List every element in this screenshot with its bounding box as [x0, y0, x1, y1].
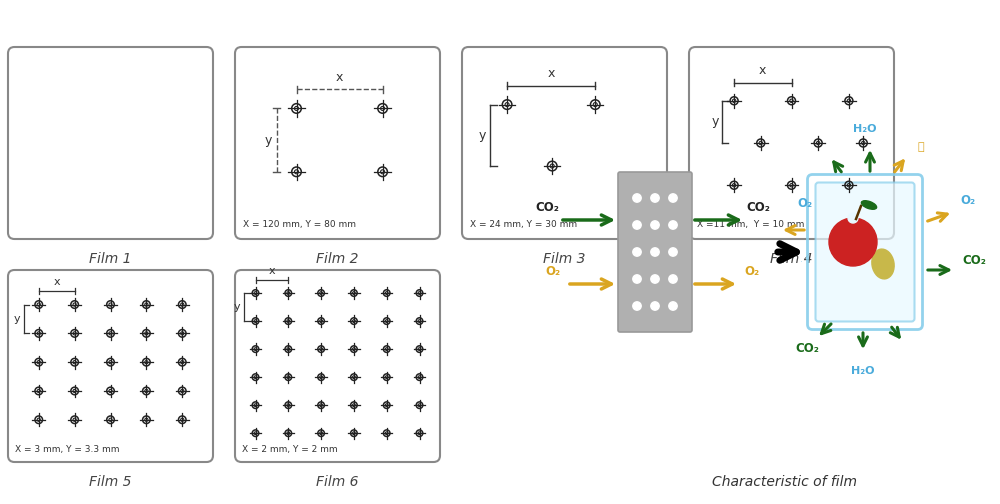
Text: CO₂: CO₂: [746, 201, 770, 214]
Circle shape: [651, 248, 659, 256]
Circle shape: [633, 194, 641, 202]
Text: 열: 열: [917, 142, 924, 152]
Circle shape: [669, 302, 677, 310]
Text: Film 6: Film 6: [316, 475, 359, 489]
Circle shape: [633, 275, 641, 283]
FancyBboxPatch shape: [462, 47, 667, 239]
Text: y: y: [711, 115, 719, 129]
Text: Film 2: Film 2: [316, 252, 359, 266]
Text: X = 2 mm, Y = 2 mm: X = 2 mm, Y = 2 mm: [242, 445, 338, 454]
Text: O₂: O₂: [960, 194, 975, 207]
Text: CO₂: CO₂: [795, 342, 819, 355]
FancyBboxPatch shape: [618, 172, 692, 332]
Text: Film 5: Film 5: [89, 475, 132, 489]
FancyBboxPatch shape: [8, 47, 213, 239]
Circle shape: [651, 221, 659, 229]
Text: Film 4: Film 4: [770, 252, 813, 266]
Text: x: x: [269, 266, 275, 276]
Text: x: x: [759, 65, 766, 77]
Text: X = 24 mm, Y = 30 mm: X = 24 mm, Y = 30 mm: [470, 220, 577, 229]
Text: O₂: O₂: [797, 197, 813, 210]
Circle shape: [669, 248, 677, 256]
Circle shape: [651, 194, 659, 202]
Text: X = 3 mm, Y = 3.3 mm: X = 3 mm, Y = 3.3 mm: [15, 445, 120, 454]
FancyBboxPatch shape: [8, 270, 213, 462]
Text: CO₂: CO₂: [535, 201, 559, 214]
Text: X = 120 mm, Y = 80 mm: X = 120 mm, Y = 80 mm: [243, 220, 356, 229]
FancyBboxPatch shape: [689, 47, 894, 239]
Text: O₂: O₂: [801, 262, 803, 263]
FancyBboxPatch shape: [235, 47, 440, 239]
Text: X =11 mm,  Y = 10 mm: X =11 mm, Y = 10 mm: [697, 220, 804, 229]
FancyBboxPatch shape: [816, 182, 915, 322]
Text: x: x: [53, 277, 60, 287]
Text: Characteristic of film: Characteristic of film: [712, 475, 858, 489]
Text: H₂O: H₂O: [853, 124, 877, 134]
Circle shape: [669, 221, 677, 229]
Text: y: y: [233, 302, 240, 312]
Circle shape: [633, 221, 641, 229]
Text: y: y: [265, 134, 272, 147]
Text: CO₂: CO₂: [962, 254, 986, 267]
Text: Film 3: Film 3: [543, 252, 586, 266]
Circle shape: [669, 194, 677, 202]
Circle shape: [848, 213, 858, 223]
Text: H₂O: H₂O: [851, 366, 875, 376]
Circle shape: [633, 302, 641, 310]
Ellipse shape: [872, 249, 894, 279]
Text: x: x: [336, 71, 343, 84]
Text: y: y: [478, 129, 486, 142]
Circle shape: [633, 248, 641, 256]
Text: O₂: O₂: [545, 265, 561, 278]
Text: O₂: O₂: [744, 265, 760, 278]
FancyBboxPatch shape: [235, 270, 440, 462]
Circle shape: [829, 218, 877, 266]
Ellipse shape: [861, 201, 877, 209]
Text: Film 1: Film 1: [89, 252, 132, 266]
Text: y: y: [13, 314, 20, 324]
Circle shape: [651, 275, 659, 283]
Circle shape: [651, 302, 659, 310]
Text: x: x: [547, 67, 555, 80]
Circle shape: [669, 275, 677, 283]
